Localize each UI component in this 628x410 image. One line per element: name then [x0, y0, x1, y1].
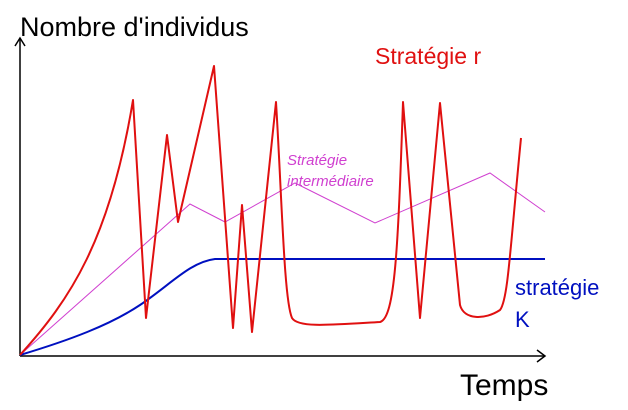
y-arrow	[14, 36, 26, 47]
y-axis-label: Nombre d'individus	[20, 12, 249, 42]
k-curve	[19, 258, 545, 356]
r-curve	[19, 65, 522, 356]
x-arrow	[536, 349, 547, 363]
k-label: K	[515, 307, 530, 332]
x-axis-label: Temps	[460, 369, 548, 402]
intermediate-label: Stratégie	[287, 152, 347, 169]
intermediate-curve	[19, 172, 546, 356]
r-label: Stratégie r	[375, 43, 481, 69]
k-label: stratégie	[515, 275, 599, 300]
intermediate-label: intermédiaire	[287, 173, 374, 190]
